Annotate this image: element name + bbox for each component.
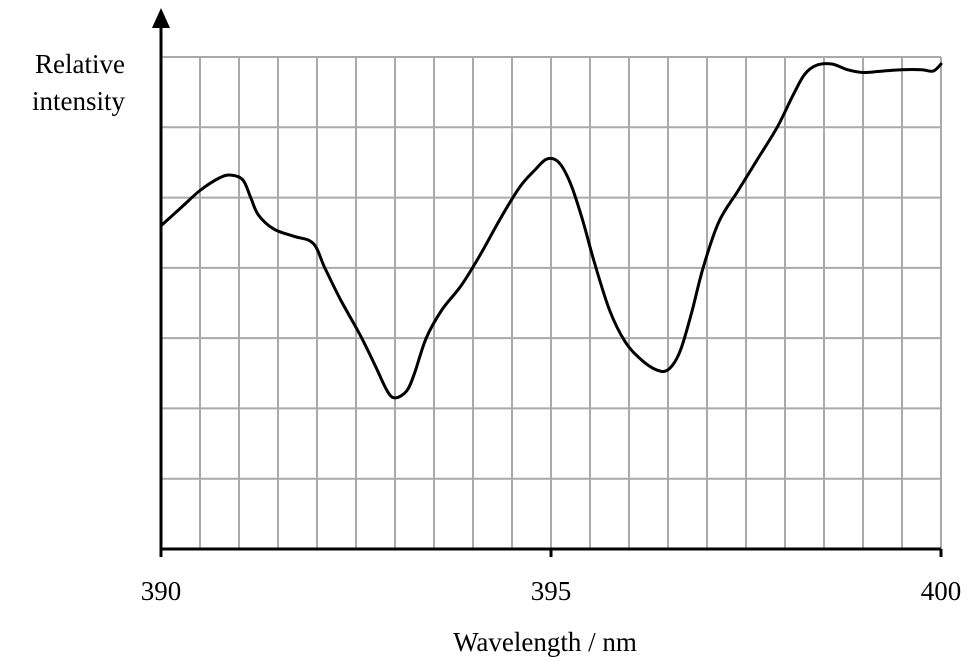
x-axis-label: Wavelength / nm — [453, 627, 637, 657]
x-tick-label-395: 395 — [531, 576, 572, 606]
chart-grid — [161, 56, 942, 549]
x-tick-label-390: 390 — [141, 576, 182, 606]
y-axis-label-line1: Relative — [35, 49, 125, 79]
x-tick-label-400: 400 — [921, 576, 962, 606]
y-axis-label-line2: intensity — [32, 86, 125, 116]
chart-axes — [152, 8, 941, 557]
y-axis-arrow — [152, 8, 170, 28]
x-tick-labels: 390 395 400 — [141, 549, 962, 606]
series-line-relative-intensity — [159, 62, 943, 400]
